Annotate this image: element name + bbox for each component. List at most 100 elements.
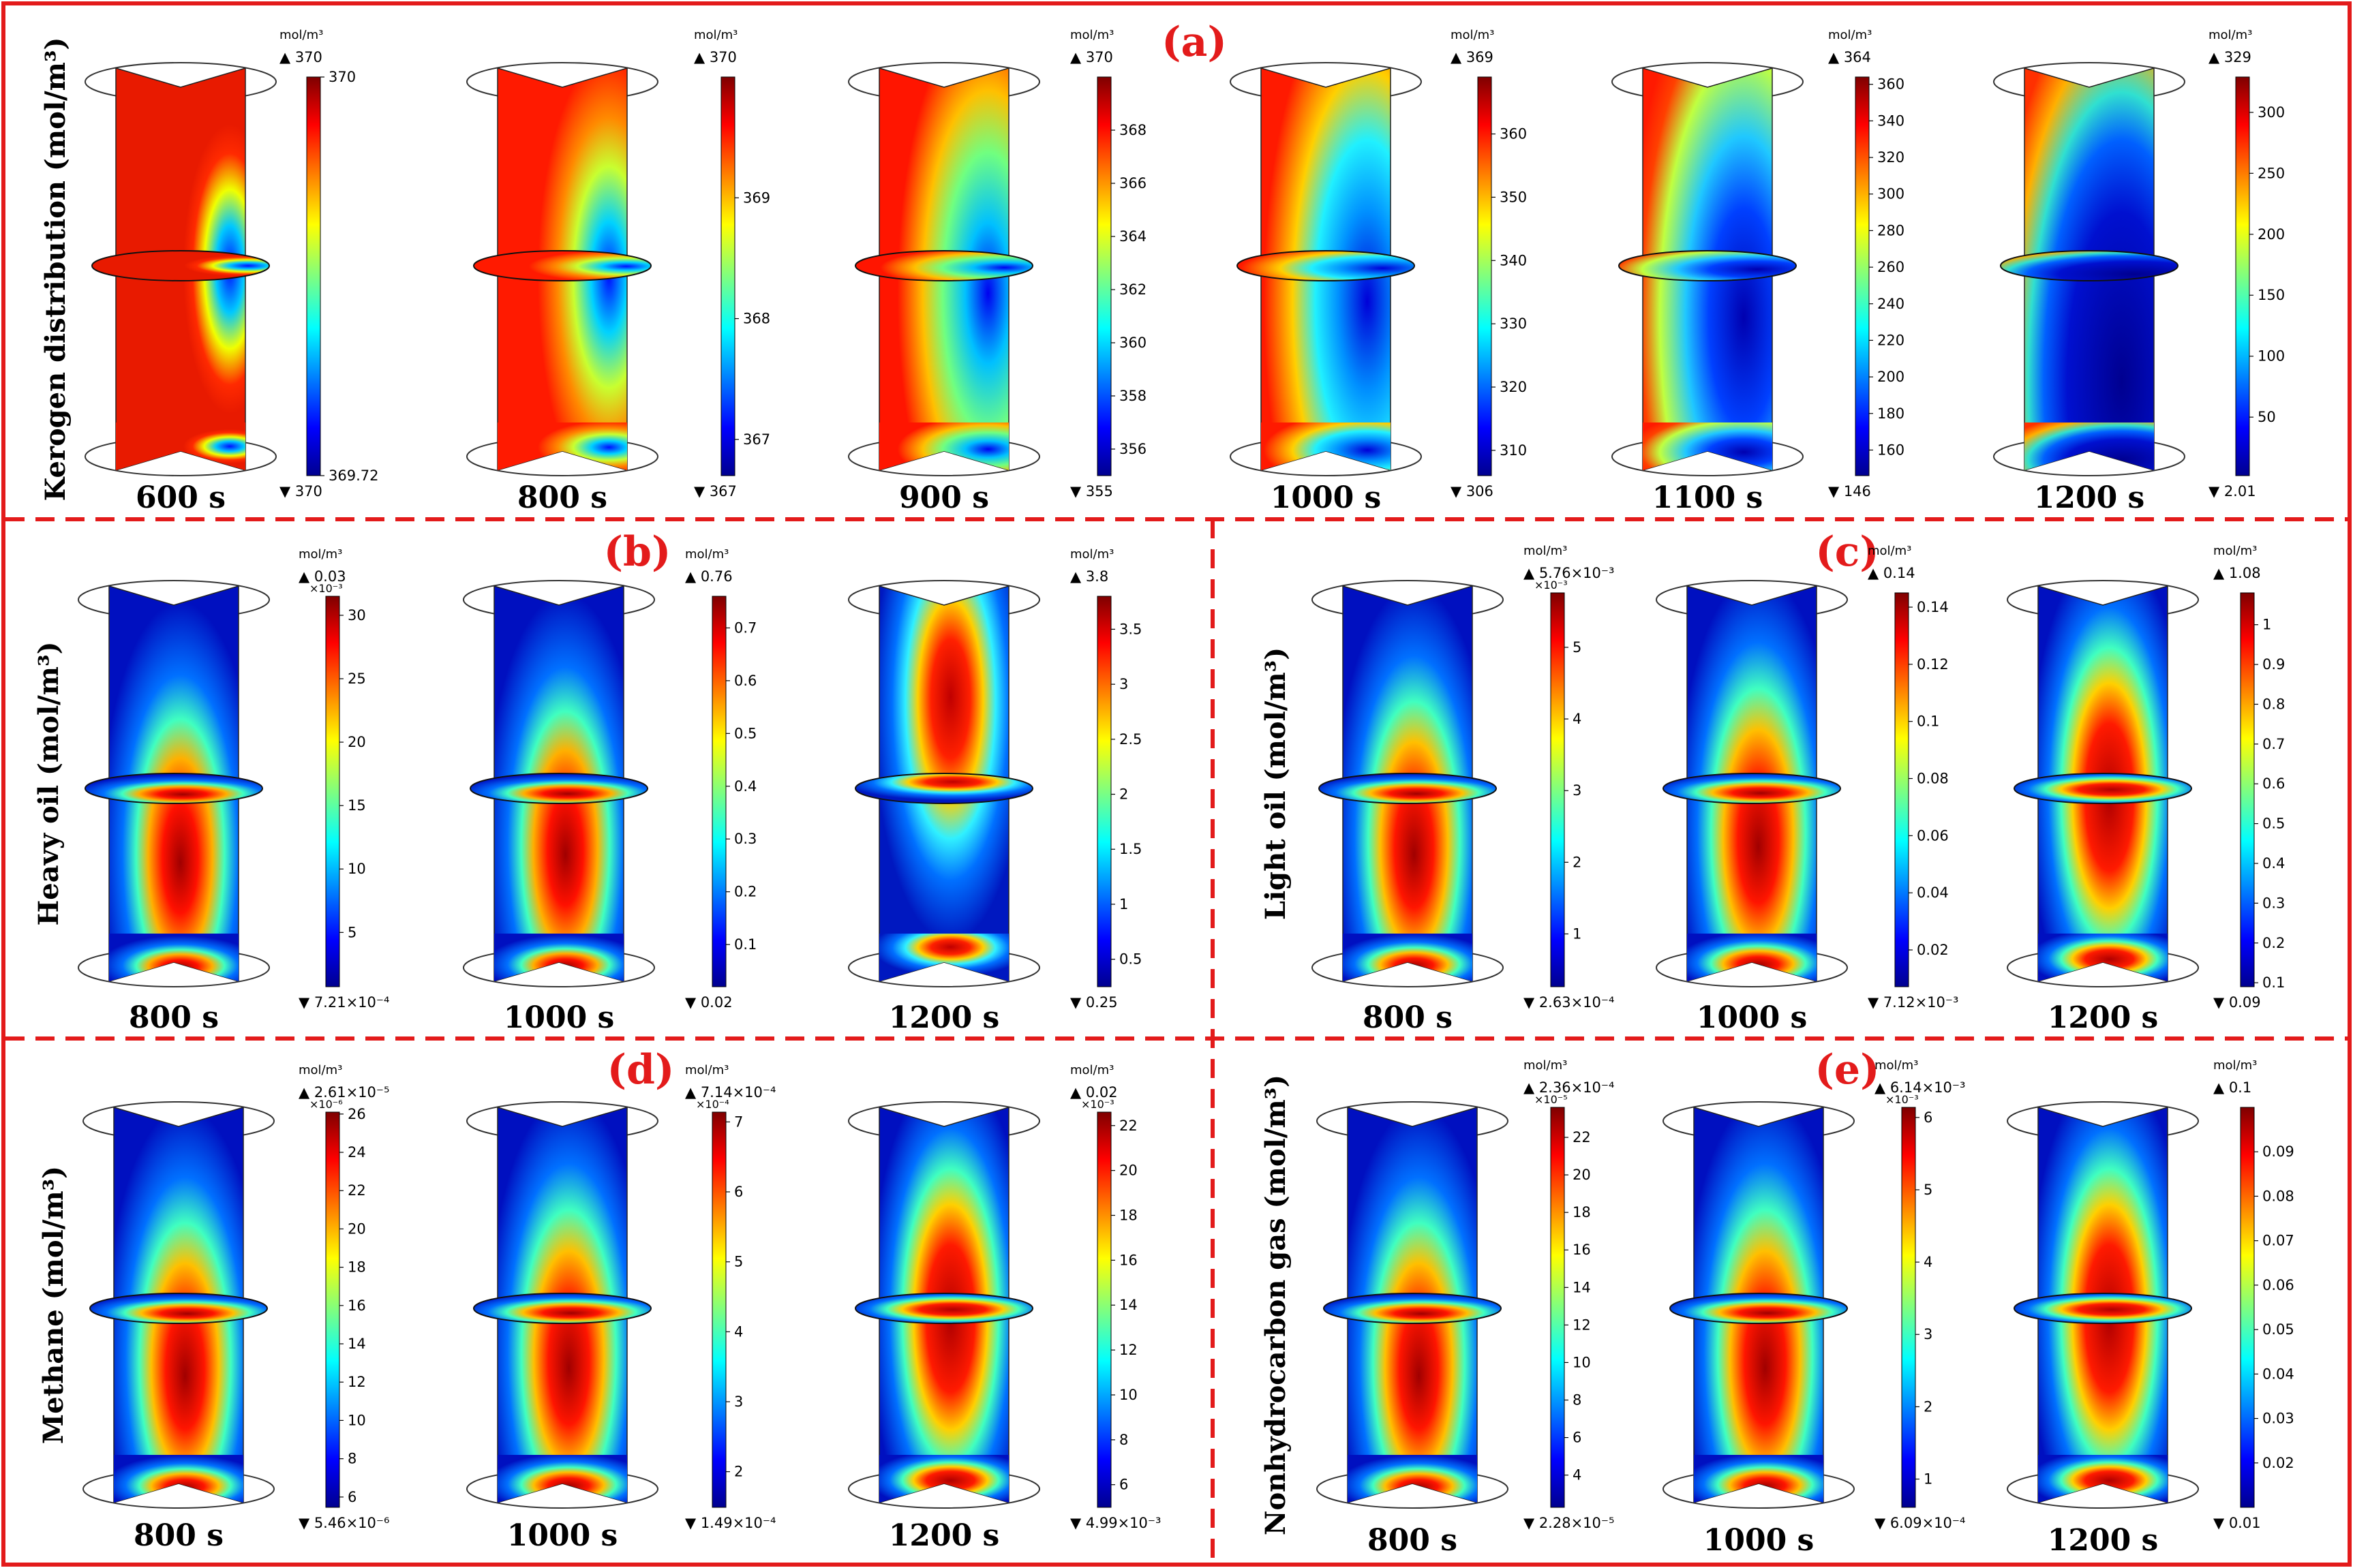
colorbar: mol/m³ ▲ 0.03×10⁻³ 30 25 20 15 10 5 ▼ 7.21×10⁻⁴ xyxy=(299,547,389,1011)
cylinder-e-1 xyxy=(1663,1101,1855,1509)
cylinder-c-0 xyxy=(1311,580,1504,987)
colorbar-min-label: ▼ 2.01 xyxy=(2208,483,2256,499)
colorbar-exponent: ×10⁻³ xyxy=(1885,1093,1919,1106)
colorbar-tick-label: 358 xyxy=(1119,388,1147,404)
colorbar-tick-label: 0.4 xyxy=(734,778,757,795)
colorbar-tick-label: 1.5 xyxy=(1119,841,1142,857)
colorbar-tick-label: 0.7 xyxy=(734,619,757,636)
colorbar-unit: mol/m³ xyxy=(299,1063,342,1077)
mid-disc xyxy=(855,250,1033,281)
colorbar-tick-label: 250 xyxy=(2258,165,2285,181)
slice-lower xyxy=(879,1455,1009,1503)
time-label: 1200 s xyxy=(2048,1523,2159,1558)
cylinder-b-1 xyxy=(463,580,655,987)
slice-lower xyxy=(2038,934,2168,981)
panel-ylabel: Nonhydrocarbon gas (mol/m³) xyxy=(1260,1075,1292,1535)
slice-lower xyxy=(879,422,1009,470)
slice-lower xyxy=(1694,1455,1823,1503)
colorbar-max-label: ▲ 0.1 xyxy=(2213,1079,2251,1096)
colorbar-tick-label: 0.3 xyxy=(734,831,757,847)
colorbar-gradient xyxy=(1097,76,1112,476)
colorbar-tick-label: 300 xyxy=(2258,104,2285,121)
colorbar-tick-label: 4 xyxy=(1573,711,1581,727)
colorbar-tick-label: 200 xyxy=(2258,226,2285,243)
mid-disc xyxy=(473,1293,652,1324)
colorbar-unit: mol/m³ xyxy=(299,547,342,562)
colorbar-tick-label: 369 xyxy=(743,189,770,206)
colorbar-tick-label: 4 xyxy=(1573,1467,1581,1484)
colorbar-tick-label: 14 xyxy=(348,1336,366,1352)
time-label: 1000 s xyxy=(504,1000,615,1035)
colorbar-tick-label: 0.04 xyxy=(1917,885,1949,901)
mid-disc xyxy=(1323,1293,1502,1324)
colorbar-tick-label: 14 xyxy=(1119,1297,1138,1313)
colorbar-min-label: ▼ 7.12×10⁻³ xyxy=(1868,994,1958,1011)
colorbar-tick-label: 25 xyxy=(348,671,366,687)
colorbar-tick-label: 366 xyxy=(1119,175,1147,191)
time-label: 1000 s xyxy=(1697,1000,1808,1035)
colorbar-tick-label: 0.8 xyxy=(2262,696,2285,712)
slice-lower xyxy=(114,1455,243,1503)
colorbar-tick-label: 3 xyxy=(1119,676,1128,692)
time-label: 800 s xyxy=(129,1000,219,1035)
slice-lower xyxy=(1261,422,1391,470)
colorbar-tick-label: 100 xyxy=(2258,348,2285,365)
colorbar-tick-label: 50 xyxy=(2258,409,2276,425)
colorbar-unit: mol/m³ xyxy=(279,28,323,42)
colorbar-max-label: ▲ 369 xyxy=(1451,49,1493,65)
colorbar-tick-label: 0.2 xyxy=(734,884,757,900)
slice-lower xyxy=(494,934,624,981)
colorbar-tick-label: 0.06 xyxy=(1917,827,1949,844)
colorbar-tick-label: 0.5 xyxy=(1119,951,1142,968)
colorbar-min-label: ▼ 4.99×10⁻³ xyxy=(1070,1515,1161,1531)
colorbar-unit: mol/m³ xyxy=(2208,28,2252,42)
colorbar-tick-label: 0.05 xyxy=(2262,1321,2294,1338)
colorbar-tick-label: 0.08 xyxy=(1917,770,1949,786)
colorbar: mol/m³ ▲ 370 368 366 364 362 360 358 356 ▼ 355 xyxy=(1070,28,1147,499)
colorbar-tick-label: 7 xyxy=(734,1113,743,1130)
mid-disc xyxy=(470,773,648,804)
colorbar-unit: mol/m³ xyxy=(1874,1058,1918,1073)
colorbar-tick-label: 3 xyxy=(1924,1326,1932,1342)
colorbar-gradient xyxy=(720,76,735,476)
panel-ylabel: Light oil (mol/m³) xyxy=(1260,647,1292,920)
colorbar-tick-label: 10 xyxy=(348,861,366,877)
colorbar-tick-label: 200 xyxy=(1877,369,1904,385)
colorbar-tick-label: 0.5 xyxy=(2262,816,2285,832)
mid-disc xyxy=(855,1293,1033,1324)
colorbar-gradient xyxy=(325,1111,340,1508)
colorbar-tick-label: 16 xyxy=(1119,1252,1138,1268)
colorbar-max-label: ▲ 370 xyxy=(279,49,322,65)
cylinder-c-1 xyxy=(1656,580,1848,987)
colorbar-tick-label: 20 xyxy=(1119,1163,1138,1179)
colorbar-tick-label: 2.5 xyxy=(1119,731,1142,748)
panel-label: (d) xyxy=(607,1046,675,1094)
colorbar-min-label: ▼ 0.02 xyxy=(685,994,733,1011)
colorbar-tick-label: 3.5 xyxy=(1119,621,1142,637)
colorbar-tick-label: 368 xyxy=(743,311,770,327)
cylinder-a-4 xyxy=(1611,62,1804,476)
colorbar-max-label: ▲ 0.14 xyxy=(1868,565,1915,581)
colorbar-tick-label: 0.1 xyxy=(2262,974,2285,991)
mid-disc xyxy=(1663,773,1841,804)
colorbar-unit: mol/m³ xyxy=(1070,547,1114,562)
colorbar-unit: mol/m³ xyxy=(685,1063,729,1077)
cylinder-a-2 xyxy=(848,62,1040,476)
colorbar-tick-label: 368 xyxy=(1119,122,1147,138)
colorbar: mol/m³ ▲ 370 370 369.72 ▼ 370 xyxy=(279,28,378,499)
colorbar-tick-label: 340 xyxy=(1500,252,1527,268)
cylinder-d-0 xyxy=(82,1101,275,1509)
colorbar-unit: mol/m³ xyxy=(1523,544,1567,558)
colorbar-tick-label: 0.6 xyxy=(734,673,757,689)
time-label: 600 s xyxy=(136,480,226,515)
colorbar-tick-label: 180 xyxy=(1877,405,1904,422)
colorbar-tick-label: 2 xyxy=(734,1464,743,1480)
colorbar-tick-label: 0.2 xyxy=(2262,935,2285,951)
colorbar: mol/m³ ▲ 0.14 0.14 0.12 0.1 0.08 0.06 0.04 0.02 ▼… xyxy=(1868,544,1958,1011)
colorbar-tick-label: 10 xyxy=(1119,1387,1138,1403)
colorbar-tick-label: 30 xyxy=(348,607,366,624)
colorbar-max-label: ▲ 329 xyxy=(2208,49,2251,65)
colorbar-min-label: ▼ 5.46×10⁻⁶ xyxy=(299,1515,389,1531)
mid-disc xyxy=(473,250,652,281)
colorbar-max-label: ▲ 2.61×10⁻⁵ xyxy=(299,1084,389,1101)
